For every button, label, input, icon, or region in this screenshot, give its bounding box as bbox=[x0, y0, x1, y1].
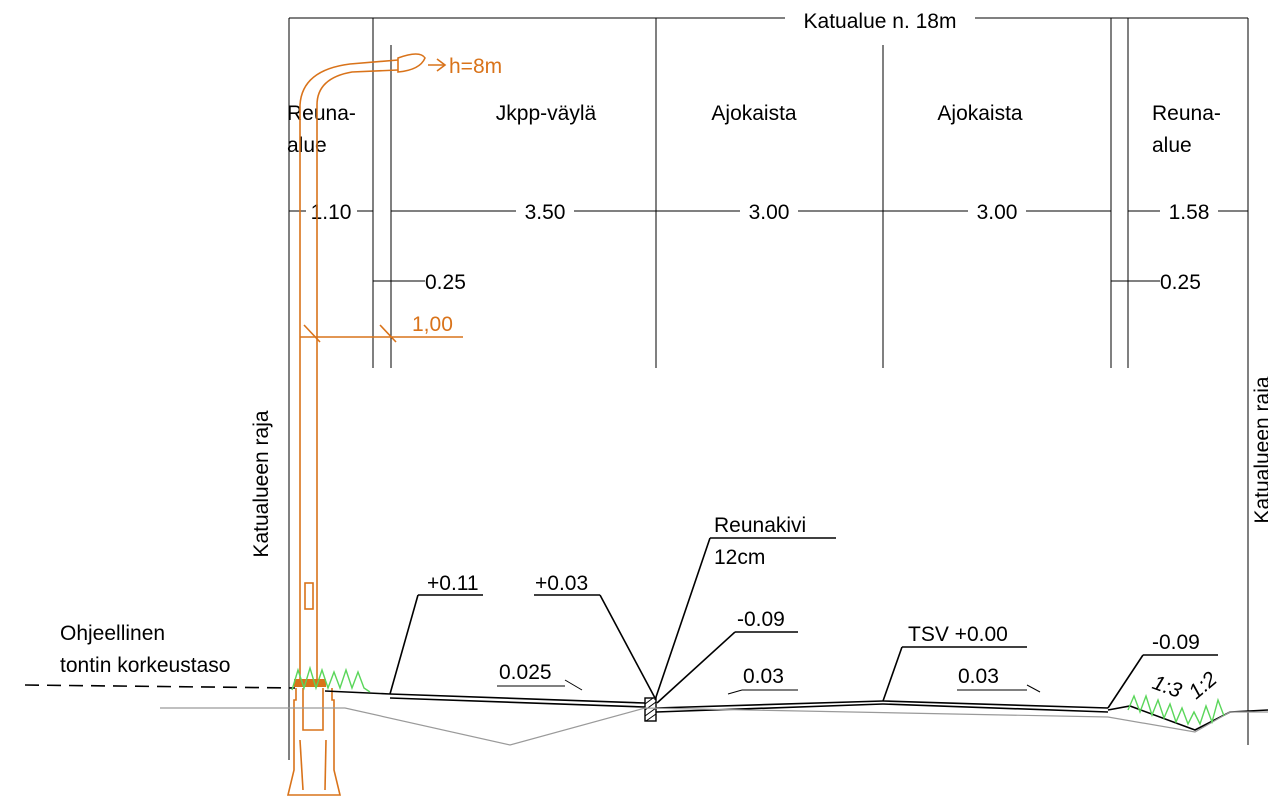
lamp-base-icon bbox=[294, 679, 326, 687]
reference-label-1: Ohjeellinen bbox=[60, 622, 165, 645]
road-surface-profile bbox=[324, 690, 1268, 731]
width-dimensions: 1.10 3.50 3.00 3.00 1.58 bbox=[289, 201, 1248, 224]
lane-label-reuna-left-2: alue bbox=[287, 134, 327, 157]
width-ajokaista-2: 3.00 bbox=[977, 201, 1018, 224]
width-reuna-left: 1.10 bbox=[311, 201, 352, 224]
lamp-offset-label: 1,00 bbox=[412, 313, 453, 336]
slope-lane-1: 0.03 bbox=[743, 665, 784, 688]
width-jkpp: 3.50 bbox=[525, 201, 566, 224]
grass-vegetation bbox=[291, 665, 1225, 726]
slope-ditch-2: 1:2 bbox=[1184, 667, 1221, 704]
reference-level: Ohjeellinen tontin korkeustaso bbox=[24, 622, 296, 689]
lamp-door-icon bbox=[304, 582, 314, 610]
elevation-jkpp-curb: +0.03 bbox=[535, 572, 588, 595]
curb-label-2: 12cm bbox=[714, 546, 765, 569]
subgrade-line bbox=[160, 707, 1268, 746]
curb-width-right: 0.25 bbox=[1160, 271, 1201, 294]
boundary-label-right: Katualueen raja bbox=[1251, 376, 1268, 523]
slope-labels: 0.025 0.03 0.03 1:3 1:2 bbox=[497, 661, 1222, 704]
curb-width-dimensions: 0.25 0.25 bbox=[373, 271, 1201, 294]
lane-label-reuna-right-1: Reuna- bbox=[1152, 102, 1221, 125]
width-ajokaista-1: 3.00 bbox=[749, 201, 790, 224]
lane-labels: Reuna- alue Jkpp-väylä Ajokaista Ajokais… bbox=[287, 102, 1221, 157]
street-area-dimension: Katualue n. 18m bbox=[289, 10, 1248, 33]
lane-label-jkpp: Jkpp-väylä bbox=[496, 102, 597, 125]
boundary-label-left: Katualueen raja bbox=[250, 410, 273, 557]
width-reuna-right: 1.58 bbox=[1169, 201, 1210, 224]
street-area-title: Katualue n. 18m bbox=[804, 10, 957, 33]
curb-label-1: Reunakivi bbox=[714, 514, 806, 537]
street-lamp: h=8m 1,00 bbox=[286, 53, 502, 796]
lane-label-ajokaista-1: Ajokaista bbox=[711, 102, 797, 125]
lane-divider-lines bbox=[288, 18, 1249, 760]
slope-lane-2: 0.03 bbox=[958, 665, 999, 688]
elevation-road-curb: -0.09 bbox=[737, 608, 785, 631]
slope-jkpp: 0.025 bbox=[499, 661, 552, 684]
lane-label-reuna-right-2: alue bbox=[1152, 134, 1192, 157]
elevation-jkpp-edge: +0.11 bbox=[427, 572, 479, 595]
lane-label-ajokaista-2: Ajokaista bbox=[937, 102, 1023, 125]
elevation-leaders: +0.11 +0.03 Reunakivi 12cm -0.09 TSV +0.… bbox=[389, 514, 1218, 709]
lamp-luminaire-icon bbox=[397, 53, 426, 73]
slope-ditch-1: 1:3 bbox=[1149, 671, 1185, 703]
curb-width-left: 0.25 bbox=[425, 271, 466, 294]
lane-label-reuna-left-1: Reuna- bbox=[287, 102, 356, 125]
lamp-height-label: h=8m bbox=[449, 55, 502, 78]
elevation-road-right: -0.09 bbox=[1152, 631, 1200, 654]
elevation-tsv: TSV +0.00 bbox=[908, 623, 1008, 646]
reference-label-2: tontin korkeustaso bbox=[60, 654, 230, 677]
